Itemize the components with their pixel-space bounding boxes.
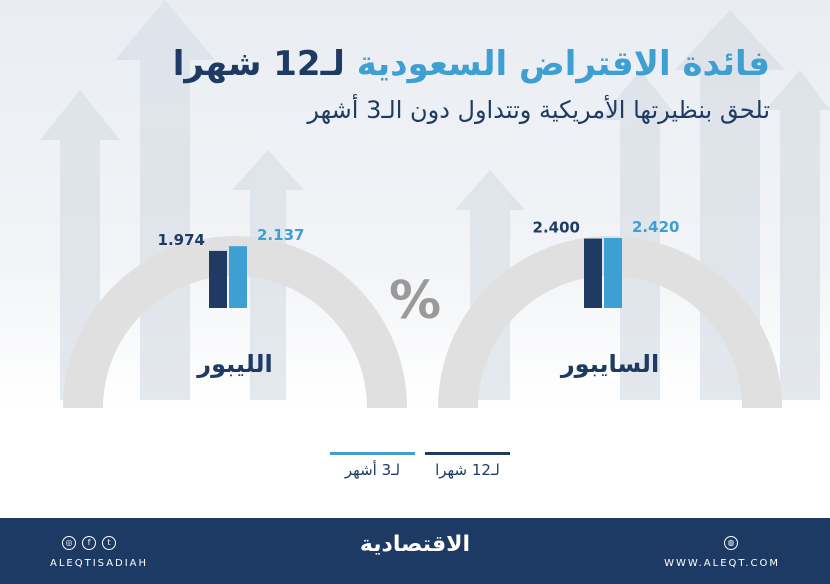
- footer-website[interactable]: WWW.ALEQT.COM: [664, 558, 780, 569]
- social-icons: ◎ f t: [62, 536, 116, 550]
- footer-handle[interactable]: ALEQTISADIAH: [50, 558, 149, 569]
- title-accent: فائدة الاقتراض السعودية: [356, 44, 770, 84]
- unit-label: %: [389, 271, 441, 331]
- category-label-1: السايبور: [560, 350, 659, 378]
- legend-label-3: لـ3 أشهر: [344, 461, 401, 479]
- gauge-arc-1: [438, 236, 782, 408]
- legend-item-12: لـ12 شهرا: [425, 452, 510, 492]
- bar-12m-1: [584, 238, 602, 308]
- data-label-3m-1: 2.420: [632, 218, 679, 236]
- title-block: فائدة الاقتراض السعودية لـ12 شهرا تلحق ب…: [50, 42, 770, 128]
- data-label-12m-1: 2.400: [533, 219, 580, 237]
- page-subtitle: تلحق بنظيرتها الأمريكية وتتداول دون الـ3…: [307, 96, 770, 124]
- gauge-arc-0: [63, 236, 407, 408]
- bar-3m-0: [229, 246, 247, 308]
- footer-brand-logo: الاقتصادية: [359, 532, 471, 557]
- globe-icon[interactable]: ◍: [724, 536, 738, 550]
- legend-label-12: لـ12 شهرا: [435, 461, 500, 479]
- legend-swatch-3: [330, 452, 415, 455]
- title-rest: لـ12 شهرا: [172, 44, 357, 84]
- data-label-12m-0: 1.974: [158, 231, 205, 249]
- facebook-icon[interactable]: f: [82, 536, 96, 550]
- twitter-icon[interactable]: t: [102, 536, 116, 550]
- data-label-3m-0: 2.137: [257, 226, 304, 244]
- bar-3m-1: [604, 238, 622, 308]
- legend-item-3: لـ3 أشهر: [330, 452, 415, 492]
- category-label-0: الليبور: [196, 350, 273, 378]
- instagram-icon[interactable]: ◎: [62, 536, 76, 550]
- bar-12m-0: [209, 250, 227, 308]
- legend: لـ12 شهرا لـ3 أشهر: [330, 452, 510, 492]
- footer: ◎ f t ALEQTISADIAH الاقتصادية ◍ WWW.ALEQ…: [0, 518, 830, 584]
- legend-swatch-12: [425, 452, 510, 455]
- page-title: فائدة الاقتراض السعودية لـ12 شهرا: [50, 42, 770, 86]
